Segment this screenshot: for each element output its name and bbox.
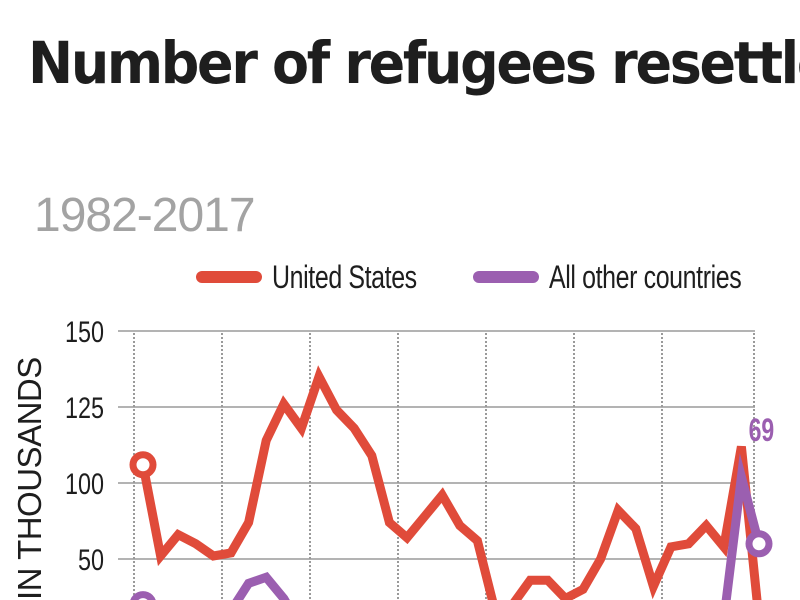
chart-subtitle: 1982-2017 bbox=[34, 189, 256, 242]
annotations: 69 bbox=[749, 412, 775, 448]
legend-label-united-states: United States bbox=[272, 258, 417, 295]
legend-item-united-states: United States bbox=[196, 257, 458, 297]
series-line-united-states bbox=[138, 365, 762, 600]
gridlines bbox=[118, 330, 755, 600]
y-axis-ticks: 150 125 100 50 bbox=[65, 315, 104, 576]
y-tick-label: 125 bbox=[65, 391, 104, 424]
annotation-label: 69 bbox=[749, 412, 775, 448]
marker-united-states-1982 bbox=[129, 451, 157, 479]
legend: United States All other countries bbox=[0, 257, 800, 297]
marker-other-countries-1982 bbox=[130, 591, 156, 600]
marker-other-countries-2017 bbox=[745, 530, 773, 558]
legend-swatch-united-states bbox=[196, 271, 262, 283]
series-lines bbox=[129, 365, 773, 600]
legend-item-all-other-countries: All other countries bbox=[473, 257, 796, 297]
chart-title: Number of refugees resettled worldwide bbox=[28, 30, 800, 96]
series-line-all-other-countries bbox=[232, 453, 764, 600]
y-tick-label: 150 bbox=[65, 315, 104, 348]
y-tick-label: 100 bbox=[65, 467, 104, 500]
legend-swatch-all-other-countries bbox=[473, 271, 539, 283]
chart-title-text: Number of refugees resettled worldwide bbox=[28, 29, 800, 97]
y-tick-label: 50 bbox=[78, 543, 104, 576]
legend-label-all-other-countries: All other countries bbox=[549, 258, 742, 295]
